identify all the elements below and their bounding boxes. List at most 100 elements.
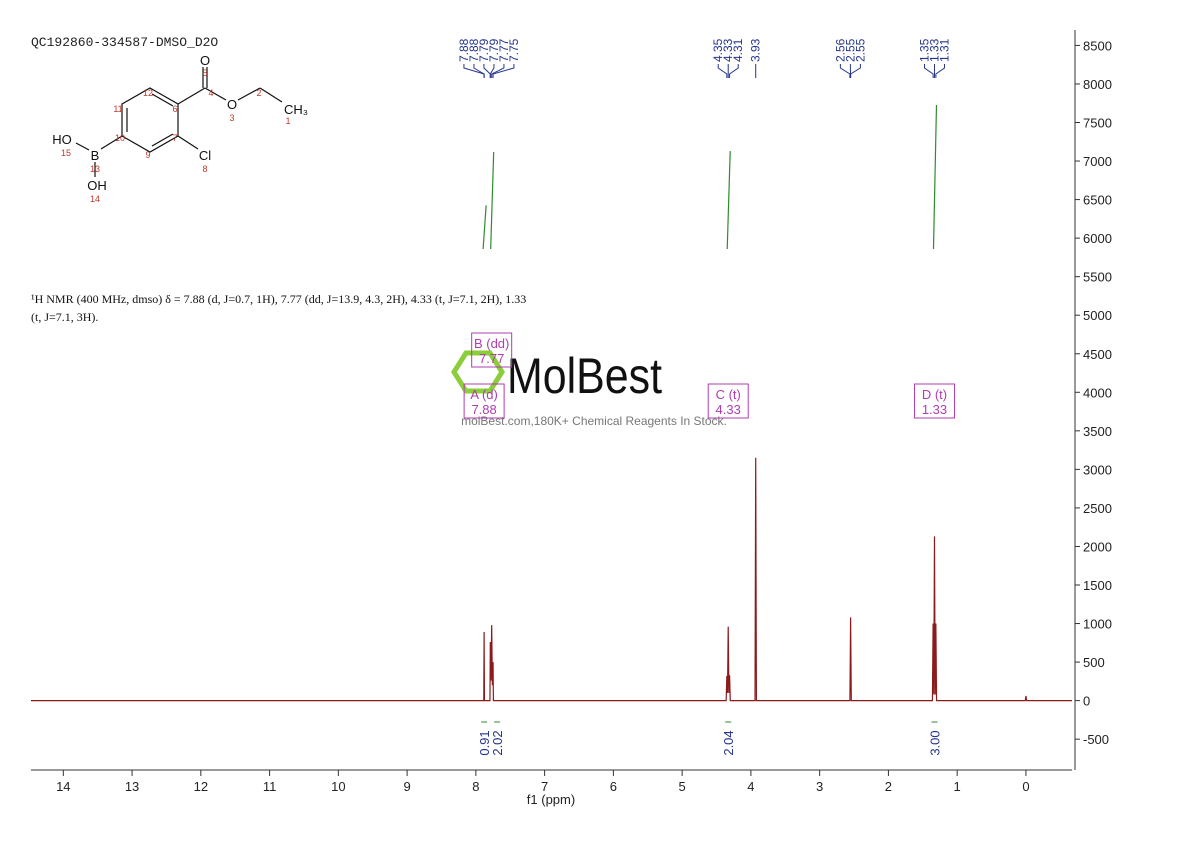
x-tick-label: 7 [541, 779, 548, 794]
atom-number: 15 [61, 148, 71, 158]
multiplet-box [463, 383, 505, 419]
multiplet-label: A (d) [470, 387, 497, 402]
atom-number: 14 [90, 194, 100, 204]
atom-number: 11 [113, 104, 122, 114]
multiplet-shift: 4.33 [716, 402, 741, 417]
atom-number: 13 [90, 164, 100, 174]
bond [237, 87, 261, 101]
peak-leader [489, 64, 495, 78]
y-tick-label: 7000 [1083, 154, 1112, 169]
multiplet-label: B (dd) [474, 336, 509, 351]
y-tick-label: 2500 [1083, 501, 1112, 516]
y-tick-label: 2000 [1083, 539, 1112, 554]
peak-label: 3.93 [749, 38, 763, 62]
bond [204, 87, 227, 101]
atom-number: 3 [229, 113, 234, 123]
peak-label: 7.79 [487, 38, 501, 62]
x-tick-label: 6 [610, 779, 617, 794]
multiplet-label: D (t) [922, 387, 947, 402]
watermark-tagline: molBest.com,180K+ Chemical Reagents In S… [461, 414, 727, 428]
peak-leader [923, 64, 934, 78]
x-axis-label: f1 (ppm) [527, 792, 575, 807]
bond [177, 87, 206, 105]
atom-number: 7 [172, 133, 177, 143]
x-tick-label: 10 [331, 779, 345, 794]
atom-label: CH₃ [284, 102, 308, 117]
y-tick-label: 6000 [1083, 231, 1112, 246]
x-tick-label: 13 [125, 779, 139, 794]
peak-label: 4.31 [731, 38, 745, 62]
multiplet-box [913, 383, 955, 419]
bond [259, 87, 283, 103]
y-tick-label: 7500 [1083, 116, 1112, 131]
x-tick-label: 0 [1022, 779, 1029, 794]
peak-label: 7.79 [477, 38, 491, 62]
x-tick-label: 14 [56, 779, 70, 794]
description: (t, J=7.1, 3H). [31, 310, 98, 324]
multiplet-label: C (t) [716, 387, 741, 402]
peak-label: 2.55 [843, 38, 857, 62]
bond [75, 142, 90, 151]
x-tick-label: 2 [885, 779, 892, 794]
peak-leader [491, 64, 505, 78]
x-tick-label: 12 [194, 779, 208, 794]
logo [451, 350, 505, 394]
multiplet-shift: 1.33 [922, 402, 947, 417]
y-tick-label: 1500 [1083, 578, 1112, 593]
y-tick-label: -500 [1083, 732, 1109, 747]
atom-number: 6 [172, 104, 177, 114]
molecule: O 5 4 2 CH₃ 1 O 3 12 11 6 7 10 9 HO 15 B… [52, 53, 308, 204]
peak-label: 2.55 [853, 38, 867, 62]
peak-label: 4.33 [721, 38, 735, 62]
peak-label: 7.75 [507, 38, 521, 62]
bond [151, 93, 174, 107]
x-tick-label: 9 [403, 779, 410, 794]
bond [100, 135, 123, 150]
peak-label: 1.31 [937, 38, 951, 62]
x-tick-label: 5 [679, 779, 686, 794]
integral-label: 0.91 [477, 730, 492, 755]
y-tick-label: 4000 [1083, 385, 1112, 400]
y-tick-label: 5500 [1083, 270, 1112, 285]
x-tick-label: 1 [954, 779, 961, 794]
integral-curve [726, 151, 731, 250]
peak-leader [483, 64, 491, 78]
spectrum [31, 457, 1072, 702]
atom-number: 9 [145, 150, 150, 160]
atom-label: Cl [199, 148, 211, 163]
peak-leader [839, 64, 851, 78]
y-tick-label: 1000 [1083, 617, 1112, 632]
y-tick-label: 5000 [1083, 308, 1112, 323]
peak-label: 4.35 [711, 38, 725, 62]
multiplet-shift: 7.88 [471, 402, 496, 417]
integral-label: 2.02 [490, 730, 505, 755]
atom-number: 4 [208, 88, 213, 98]
y-tick-label: 3500 [1083, 424, 1112, 439]
y-tick-label: 4500 [1083, 347, 1112, 362]
integral-label: 2.04 [721, 730, 736, 755]
peak-leader [492, 64, 515, 78]
y-tick-label: 6500 [1083, 193, 1112, 208]
x-tick-label: 4 [747, 779, 754, 794]
integral-curve [932, 104, 938, 250]
atom-number: 2 [256, 88, 261, 98]
atom-number: 1 [285, 116, 290, 126]
peak-leader [935, 64, 945, 78]
peak-label: 2.56 [833, 38, 847, 62]
atom-label: O [227, 97, 237, 112]
atom-number: 5 [202, 68, 207, 78]
peak-label: 1.35 [917, 38, 931, 62]
multiplet-shift: 7.77 [479, 351, 504, 366]
peak-label: 7.77 [497, 38, 511, 62]
watermark-brand: MolBest [507, 348, 662, 404]
peak-leader [717, 64, 728, 78]
peak-leader [729, 64, 739, 78]
atom-label: HO [52, 132, 72, 147]
watermark: MolBest molBest.com,180K+ Chemical Reage… [451, 348, 727, 428]
atom-number: 10 [115, 133, 125, 143]
atom-label: O [200, 53, 210, 68]
multiplet-box [471, 332, 513, 368]
y-tick-label: 0 [1083, 694, 1090, 709]
y-tick-label: 500 [1083, 655, 1105, 670]
